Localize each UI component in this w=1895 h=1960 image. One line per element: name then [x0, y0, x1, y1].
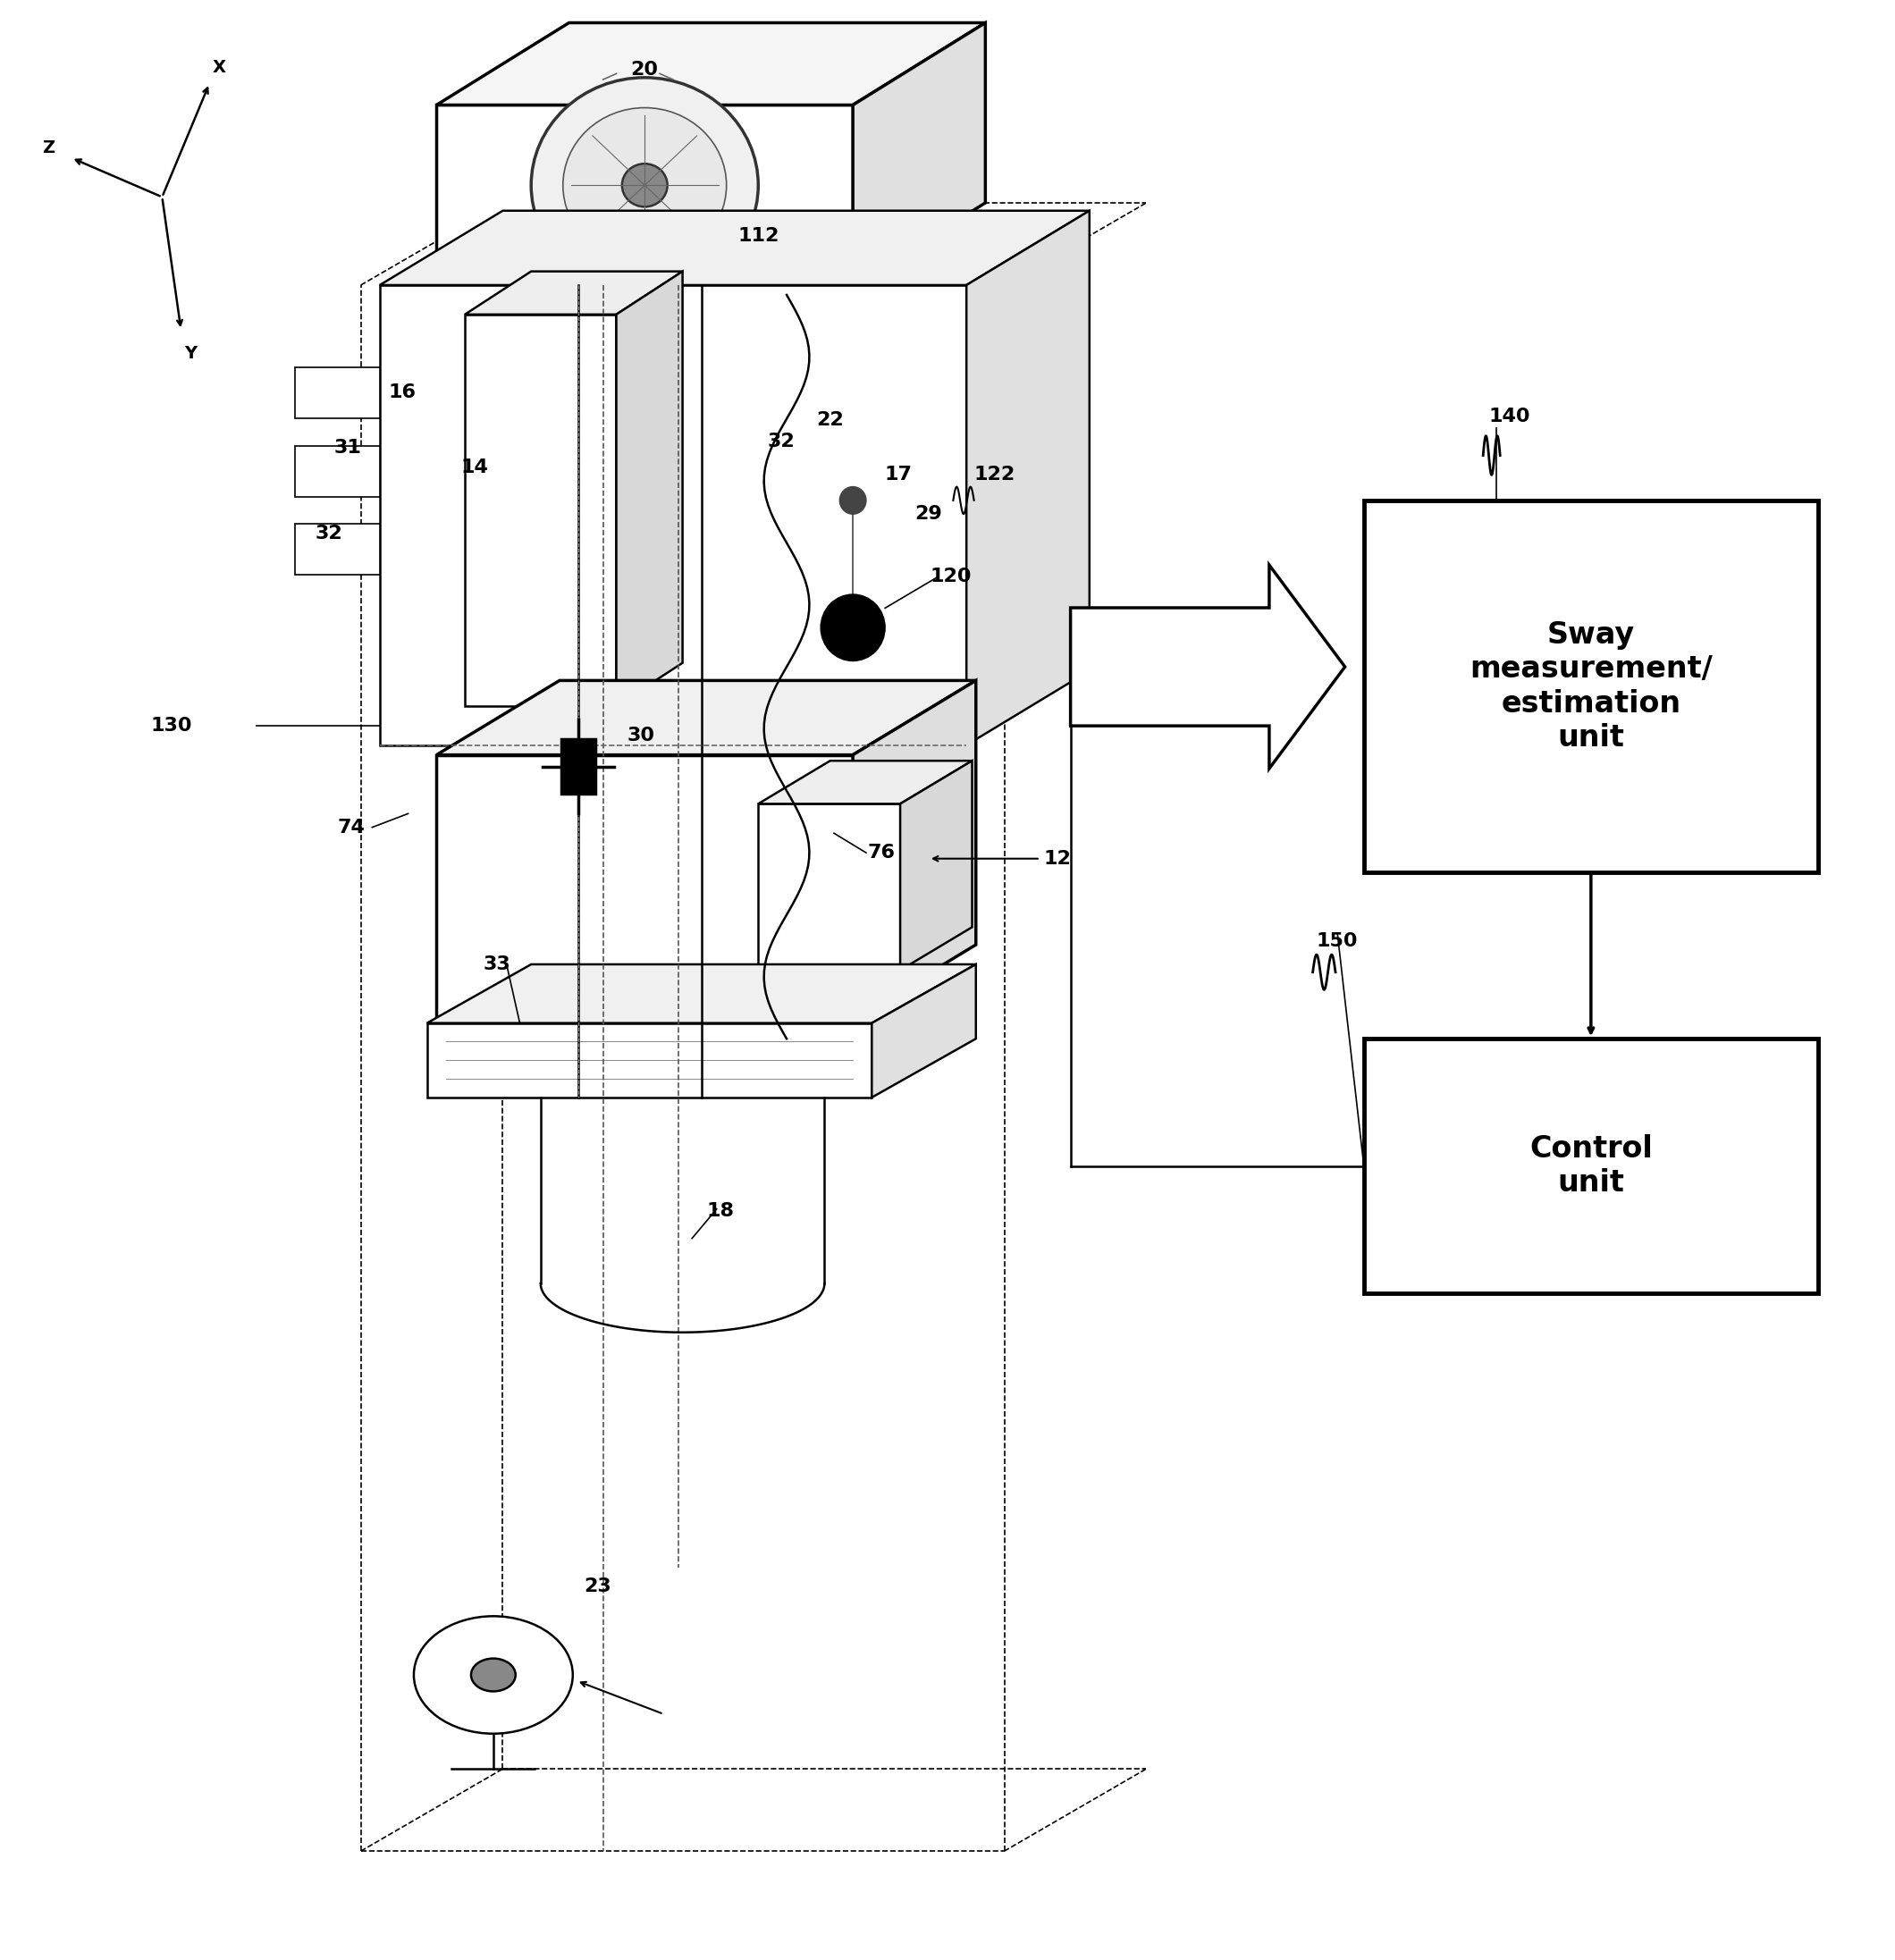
Polygon shape — [379, 210, 1090, 284]
Text: 76: 76 — [868, 845, 894, 862]
Polygon shape — [900, 760, 972, 970]
Text: 18: 18 — [707, 1201, 733, 1219]
Polygon shape — [464, 270, 682, 314]
Text: 32: 32 — [315, 525, 343, 543]
Text: 23: 23 — [584, 1578, 610, 1595]
Polygon shape — [436, 680, 976, 755]
Text: 120: 120 — [930, 568, 972, 586]
Text: 31: 31 — [334, 439, 362, 457]
Bar — [426, 1023, 872, 1098]
Text: 22: 22 — [817, 412, 843, 429]
Bar — [464, 314, 616, 706]
Text: Sway
measurement/
estimation
unit: Sway measurement/ estimation unit — [1469, 621, 1713, 753]
Polygon shape — [853, 680, 976, 1019]
Text: 130: 130 — [152, 717, 193, 735]
Text: 14: 14 — [460, 459, 489, 476]
Bar — [436, 755, 853, 1019]
Text: 33: 33 — [483, 955, 512, 974]
Text: Y: Y — [184, 345, 197, 363]
Text: Control
unit: Control unit — [1529, 1135, 1652, 1198]
Bar — [294, 445, 379, 496]
Bar — [1364, 1039, 1817, 1294]
Polygon shape — [758, 760, 972, 804]
Circle shape — [839, 486, 866, 514]
Bar — [758, 804, 900, 970]
Text: X: X — [212, 59, 226, 76]
Text: 112: 112 — [737, 227, 779, 245]
Ellipse shape — [413, 1617, 572, 1735]
Polygon shape — [853, 24, 985, 284]
Bar — [294, 367, 379, 417]
Text: 30: 30 — [627, 727, 656, 745]
Bar — [1364, 500, 1817, 872]
Ellipse shape — [472, 1658, 515, 1691]
Bar — [561, 739, 595, 794]
Polygon shape — [616, 270, 682, 706]
Text: Z: Z — [42, 139, 55, 157]
Ellipse shape — [622, 165, 667, 208]
Text: 12: 12 — [1044, 851, 1071, 868]
Bar — [436, 106, 853, 284]
Polygon shape — [966, 210, 1090, 745]
Text: 150: 150 — [1317, 931, 1359, 951]
Polygon shape — [1071, 564, 1345, 768]
Bar — [294, 523, 379, 574]
Text: 16: 16 — [388, 384, 417, 402]
Text: 74: 74 — [337, 819, 366, 837]
Text: 140: 140 — [1489, 408, 1531, 425]
Ellipse shape — [563, 108, 726, 263]
Polygon shape — [872, 964, 976, 1098]
Text: 20: 20 — [631, 61, 659, 78]
Text: 32: 32 — [767, 433, 794, 451]
Polygon shape — [426, 964, 976, 1023]
Ellipse shape — [531, 78, 758, 292]
Text: 29: 29 — [915, 506, 942, 523]
Text: 17: 17 — [885, 466, 911, 484]
Bar — [379, 284, 966, 745]
Polygon shape — [436, 24, 985, 106]
Text: 122: 122 — [974, 466, 1016, 484]
Circle shape — [821, 594, 885, 661]
